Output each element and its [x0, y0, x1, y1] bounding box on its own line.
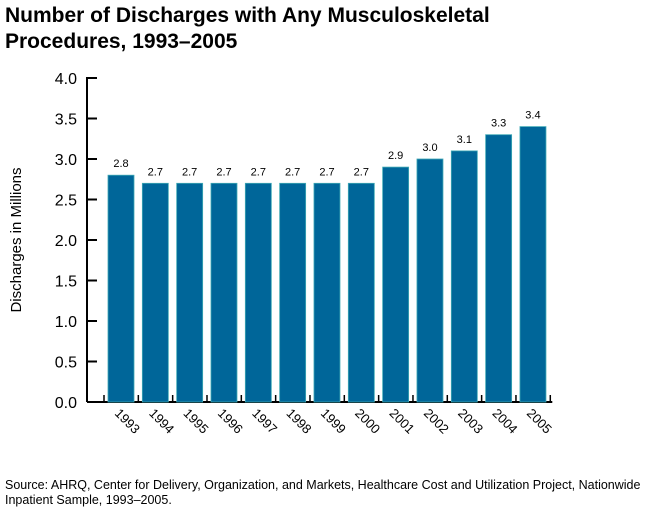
y-tick-label: 0.5 [55, 355, 77, 372]
bar-chart: 0.0 0.5 1.0 1.5 2.0 2.5 3.0 3.5 4.0 Discharges in… [8, 71, 555, 437]
data-label: 2.7 [216, 166, 231, 178]
bar-2005 [519, 126, 547, 403]
y-tick-label: 2.0 [55, 233, 77, 250]
source-note: Source: AHRQ, Center for Delivery, Organ… [5, 478, 641, 507]
bar-2000 [347, 182, 375, 403]
x-tick-label: 1997 [249, 406, 280, 437]
data-label: 3.4 [525, 110, 540, 122]
y-axis-label: Discharges in Millions [8, 167, 25, 312]
x-tick-label: 1998 [284, 406, 315, 437]
x-tick-label: 1993 [112, 406, 143, 437]
data-label: 2.7 [251, 166, 266, 178]
x-tick-label: 1994 [146, 406, 177, 437]
y-tick-label: 2.5 [55, 193, 77, 210]
y-tick-label: 0.0 [55, 395, 77, 412]
bar-2001 [382, 166, 410, 403]
bar-1994 [141, 182, 169, 403]
bar-1999 [313, 182, 341, 403]
y-tick-label: 1.5 [55, 274, 77, 291]
chart-title: Number of Discharges with Any Musculoske… [5, 4, 490, 53]
bar-1998 [279, 182, 307, 403]
data-label: 2.7 [354, 166, 369, 178]
x-tick-label: 2003 [455, 406, 486, 437]
x-tick-label: 2000 [352, 406, 383, 437]
bar-1997 [244, 182, 272, 403]
bar-2003 [450, 150, 478, 403]
bar-2002 [416, 158, 444, 403]
data-label: 3.0 [422, 142, 437, 154]
data-label: 2.9 [388, 150, 403, 162]
data-label: 3.3 [491, 118, 506, 130]
x-tick-label: 2005 [524, 406, 555, 437]
bar-1996 [210, 182, 238, 403]
data-label: 3.1 [457, 134, 472, 146]
x-tick-label: 2002 [421, 406, 452, 437]
data-label: 2.7 [182, 166, 197, 178]
x-tick-label: 1999 [318, 406, 349, 437]
bar-1993 [107, 174, 135, 403]
y-tick-label: 4.0 [55, 71, 77, 88]
x-tick-label: 1996 [215, 406, 246, 437]
data-label: 2.7 [285, 166, 300, 178]
x-tick-label: 2004 [490, 406, 521, 437]
bar-2004 [485, 134, 513, 403]
y-tick-label: 3.0 [55, 152, 77, 169]
y-tick-label: 1.0 [55, 314, 77, 331]
data-label: 2.7 [319, 166, 334, 178]
data-label: 2.7 [148, 166, 163, 178]
x-tick-label: 2001 [387, 406, 418, 437]
data-label: 2.8 [113, 158, 128, 170]
x-tick-label: 1995 [181, 406, 212, 437]
y-tick-label: 3.5 [55, 112, 77, 129]
bar-1995 [176, 182, 204, 403]
